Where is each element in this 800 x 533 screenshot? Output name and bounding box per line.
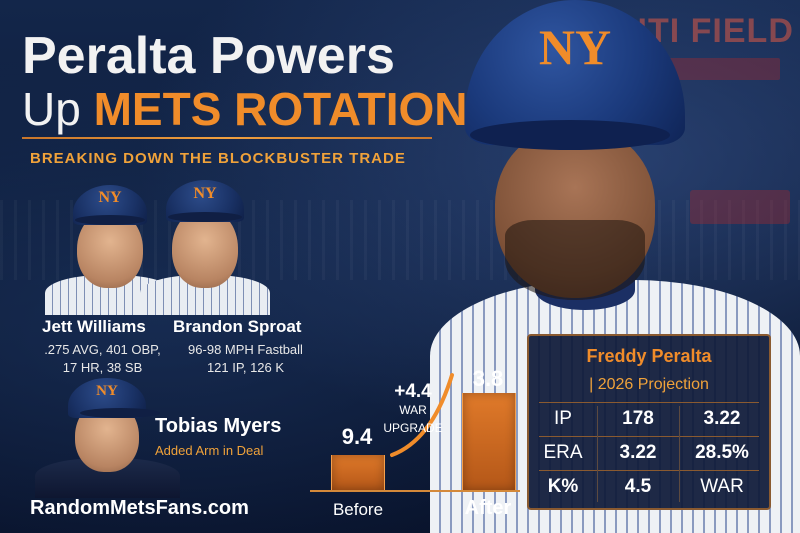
- headline-subtitle: BREAKING DOWN THE BLOCKBUSTER TRADE: [30, 150, 406, 167]
- portrait-tobias-myers: NY: [35, 378, 180, 498]
- war-upgrade-value: +4.4: [394, 381, 432, 402]
- bar-after-label: After: [464, 497, 512, 519]
- bar-after-value: 3.8: [472, 366, 504, 391]
- player-name-jett-williams: Jett Williams: [42, 317, 146, 336]
- featured-player-cap-brim: [470, 120, 670, 150]
- card-row-label: ERA: [543, 442, 583, 463]
- cap-brim: [75, 215, 145, 225]
- stat-line: 96-98 MPH Fastball: [188, 342, 303, 357]
- card-subtitle: | 2026 Projection: [589, 376, 709, 393]
- war-upgrade-text2: UPGRADE: [383, 421, 443, 435]
- card-player-name: Freddy Peralta: [586, 346, 712, 366]
- player-stats-jett-williams: .275 AVG, 401 OBP, 17 HR, 38 SB: [35, 341, 170, 377]
- card-row-label: K%: [547, 476, 579, 497]
- war-upgrade-text1: WAR: [399, 403, 427, 417]
- card-column-divider: [597, 406, 598, 502]
- card-row-extra: WAR: [700, 476, 744, 497]
- cap-logo: NY: [193, 185, 217, 202]
- chart-baseline: [310, 490, 520, 492]
- card-divider: [539, 436, 759, 437]
- headline-line1: Peralta Powers: [22, 27, 395, 85]
- card-column-divider: [679, 406, 680, 502]
- portrait-brandon-sproat: NY: [140, 180, 270, 315]
- card-row-value: 178: [622, 408, 654, 429]
- cap-logo: NY: [98, 189, 122, 206]
- cap-brim: [168, 212, 242, 222]
- headline-line2-prefix: Up: [22, 83, 81, 135]
- cap-brim: [80, 408, 160, 418]
- war-upgrade-callout: +4.4 WAR UPGRADE: [378, 381, 448, 437]
- headline-divider: [22, 137, 432, 139]
- featured-player-beard: [505, 220, 645, 300]
- card-row-label: IP: [554, 408, 572, 429]
- cap-logo: NY: [96, 383, 118, 399]
- player-name-brandon-sproat: Brandon Sproat: [173, 317, 302, 336]
- bar-after: [462, 393, 516, 490]
- card-divider: [539, 402, 759, 403]
- stat-line: 17 HR, 38 SB: [62, 360, 143, 375]
- card-divider: [539, 470, 759, 471]
- card-row-extra: 28.5%: [695, 442, 749, 463]
- headline-line2: Up METS ROTATION: [22, 84, 468, 134]
- player-stats-brandon-sproat: 96-98 MPH Fastball 121 IP, 126 K: [178, 341, 313, 377]
- bar-before: [331, 455, 385, 490]
- projection-card: Freddy Peralta | 2026 Projection IP 178 …: [527, 334, 771, 510]
- stat-line: 121 IP, 126 K: [206, 360, 285, 375]
- player-note-tobias-myers: Added Arm in Deal: [155, 443, 264, 458]
- bar-before-value: 9.4: [341, 424, 373, 449]
- stadium-board: [690, 190, 790, 224]
- headline-line2-highlight: METS ROTATION: [93, 83, 468, 135]
- card-row-extra: 3.22: [703, 408, 741, 429]
- upgrade-arrow-icon: [390, 373, 454, 457]
- stadium-banner: [650, 58, 780, 80]
- site-credit: RandomMetsFans.com: [30, 497, 249, 519]
- player-name-tobias-myers: Tobias Myers: [155, 415, 282, 437]
- stat-line: .275 AVG, 401 OBP,: [44, 342, 161, 357]
- featured-cap-logo: NY: [538, 19, 612, 75]
- bar-before-label: Before: [332, 500, 384, 519]
- card-row-value: 3.22: [619, 442, 657, 463]
- card-row-value: 4.5: [624, 476, 652, 497]
